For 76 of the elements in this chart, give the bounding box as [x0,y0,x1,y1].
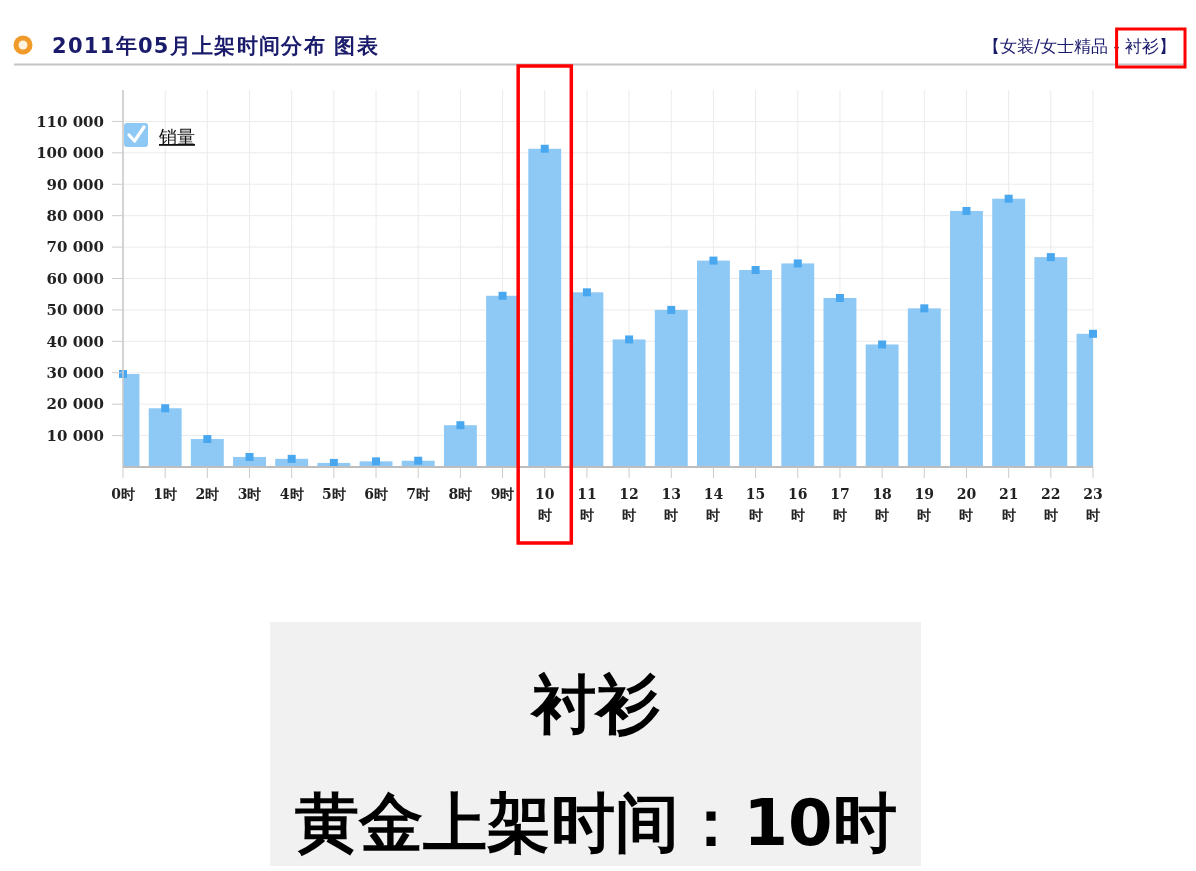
x-tick-label: 18时 [872,486,892,523]
x-tick-label: 15时 [745,486,766,523]
bar [612,339,646,467]
x-tick-label: 16时 [788,486,808,523]
y-tick-label: 40 000 [46,332,104,351]
legend-label: 销量 [158,126,195,147]
point [498,291,507,300]
x-tick-label: 2时 [195,486,220,502]
y-tick-label: 100 000 [36,144,104,163]
y-tick-label: 30 000 [46,364,104,382]
x-tick-label: 9时 [490,486,515,502]
bar [739,270,773,467]
x-tick-label: 0时 [111,486,135,502]
x-tick-label: 5时 [321,486,346,502]
point [203,435,212,444]
bar [823,297,857,467]
x-tick-label: 1时 [153,486,178,502]
bar [654,309,688,467]
text: 衬衫 [529,667,660,741]
point [625,335,634,344]
bar [907,308,941,467]
x-tick-label: 23时 [1083,486,1103,523]
point [414,456,423,465]
point [540,144,549,153]
x-tick-label: 14时 [703,486,724,523]
x-tick-label: 3时 [237,486,262,502]
point [962,206,971,215]
x-tick-label: 22时 [1041,486,1061,523]
x-tick-label: 6时 [364,486,388,502]
bar [950,210,983,467]
point [1089,329,1097,338]
point [161,404,170,413]
bar [148,408,182,467]
bar [781,263,815,467]
y-tick-label: 80 000 [46,206,104,225]
bar [1034,257,1068,467]
y-tick-label: 70 000 [46,238,104,257]
point [582,288,591,297]
y-tick-label: 50 000 [46,301,104,320]
point [835,293,844,302]
text: 黄金上架时间：10时 [295,786,897,860]
x-tick-label: 20时 [956,486,977,523]
x-tick-label: 10时 [535,486,555,523]
x-tick-label: 7时 [406,486,431,502]
y-tick-label: 20 000 [46,395,104,414]
bar [992,198,1026,467]
x-tick-label: 4时 [279,486,304,502]
bar [190,439,224,467]
x-tick-label: 11时 [577,486,597,523]
y-tick-label: 10 000 [46,426,104,445]
point [751,266,760,275]
bar [865,344,899,467]
bar [443,425,477,467]
bar [570,292,604,467]
point [920,304,929,313]
bar [528,148,562,467]
point [287,454,296,463]
x-tick-label: 17时 [830,486,850,523]
point [709,256,718,265]
bar [696,260,730,467]
x-tick-label: 21时 [998,486,1019,523]
point [793,259,802,268]
x-tick-label: 8时 [448,486,473,502]
point [1004,194,1013,203]
chart-title: 2011年05月上架时间分布 图表 [52,34,380,58]
point [1046,253,1055,262]
point [667,305,676,314]
y-tick-label: 90 000 [46,175,104,194]
x-tick-label: 13时 [661,486,681,523]
point [878,340,887,349]
x-tick-label: 12时 [619,486,639,523]
x-tick-label: 19时 [914,486,935,523]
point [372,457,381,466]
y-tick-label: 60 000 [46,269,104,288]
point [456,421,465,430]
y-tick-label: 110 000 [36,112,104,131]
